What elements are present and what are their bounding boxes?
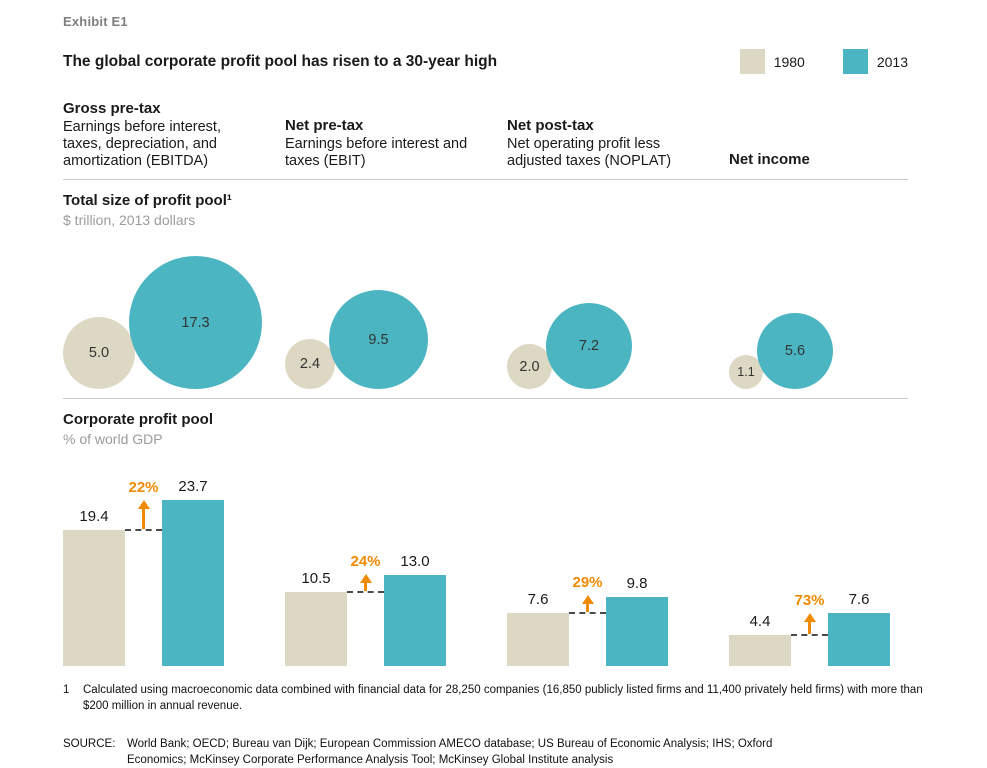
- bubble-value: 9.5: [368, 331, 389, 348]
- column-header-net-income: Net income: [729, 151, 951, 170]
- legend-swatch-1980: [739, 49, 765, 74]
- bar-1980: [285, 592, 347, 666]
- bar-2013: [828, 613, 890, 666]
- source-line: SOURCE: World Bank; OECD; Bureau van Dij…: [63, 736, 925, 768]
- legend-item-2013: 2013: [842, 49, 908, 74]
- bar-2013: [162, 500, 224, 666]
- dashed-connector: [791, 634, 828, 636]
- change-arrow: [364, 583, 367, 591]
- column-title: Gross pre-tax: [63, 99, 161, 117]
- bubble-1980: 2.4: [285, 339, 335, 389]
- change-percent: 29%: [572, 574, 603, 591]
- footnote-text: Calculated using macroeconomic data comb…: [83, 684, 923, 713]
- section-title-profit-pool-size: Total size of profit pool¹: [63, 192, 232, 209]
- column-description: Earnings before interest and taxes (EBIT…: [285, 135, 468, 169]
- bar-value-1980: 4.4: [749, 613, 771, 630]
- bar-group: 4.4 7.6 73%: [729, 461, 951, 666]
- column-headers: Gross pre-tax Earnings before interest, …: [63, 90, 951, 170]
- footnote: 1 Calculated using macroeconomic data co…: [63, 682, 925, 714]
- change-arrow: [808, 622, 811, 634]
- title-row: The global corporate profit pool has ris…: [63, 49, 908, 74]
- bar-group: 7.6 9.8 29%: [507, 461, 729, 666]
- column-title: Net income: [729, 151, 810, 168]
- column-title: Net post-tax: [507, 116, 594, 134]
- column-description: Earnings before interest, taxes, depreci…: [63, 118, 221, 169]
- change-percent: 24%: [350, 553, 381, 570]
- column-header-gross-pre-tax: Gross pre-tax Earnings before interest, …: [63, 100, 285, 170]
- bubble-value: 2.0: [519, 358, 540, 375]
- bubble-value: 5.0: [88, 345, 110, 361]
- change-arrow: [142, 509, 145, 529]
- bar-group: 19.4 23.7 22%: [63, 461, 285, 666]
- section-divider: [63, 398, 908, 399]
- bar-value-2013: 13.0: [400, 553, 430, 570]
- column-title: Net pre-tax: [285, 116, 364, 134]
- bar-1980: [729, 635, 791, 666]
- change-arrow-head: [803, 613, 816, 622]
- column-header-net-pre-tax: Net pre-tax Earnings before interest and…: [285, 117, 507, 170]
- change-percent: 73%: [794, 592, 825, 609]
- legend-label-2013: 2013: [876, 53, 908, 70]
- bubble-2013: 7.2: [546, 303, 632, 389]
- bubble-value: 2.4: [299, 356, 321, 372]
- bubble-1980: 2.0: [507, 344, 552, 389]
- bar-group: 10.5 13.0 24%: [285, 461, 507, 666]
- change-arrow-head: [359, 574, 372, 583]
- change-percent: 22%: [128, 479, 159, 496]
- bubble-1980: 5.0: [63, 317, 135, 389]
- bubble-value: 5.6: [784, 343, 806, 359]
- bar-value-2013: 7.6: [848, 591, 870, 608]
- change-arrow: [586, 604, 589, 612]
- legend-label-1980: 1980: [773, 53, 805, 70]
- bubble-2013: 17.3: [129, 256, 262, 389]
- bar-chart: 19.4 23.7 22% 10.5 13.0 24% 7.6 9.8 29% 4.4 7.6 73%: [63, 461, 951, 666]
- exhibit-label: Exhibit E1: [63, 14, 128, 29]
- bubble-value: 7.2: [578, 338, 600, 354]
- bubble-group: 2.4 9.5: [285, 290, 507, 389]
- bar-value-2013: 23.7: [178, 478, 208, 495]
- change-arrow-head: [137, 500, 150, 509]
- section-subtitle-profit-pool-size: $ trillion, 2013 dollars: [63, 212, 196, 228]
- legend: 1980 2013: [702, 49, 908, 74]
- section-subtitle-corporate-profit-pool: % of world GDP: [63, 431, 163, 447]
- bar-value-2013: 9.8: [626, 575, 648, 592]
- page-title: The global corporate profit pool has ris…: [63, 53, 498, 70]
- bar-value-1980: 10.5: [301, 570, 331, 587]
- dashed-connector: [125, 529, 162, 531]
- section-title-corporate-profit-pool: Corporate profit pool: [63, 411, 213, 428]
- bubble-2013: 9.5: [329, 290, 428, 389]
- dashed-connector: [347, 591, 384, 593]
- dashed-connector: [569, 612, 606, 614]
- column-description: Net operating profit less adjusted taxes…: [507, 135, 672, 169]
- bar-value-1980: 7.6: [527, 591, 549, 608]
- bubble-group: 2.0 7.2: [507, 303, 729, 389]
- section-divider: [63, 179, 908, 180]
- bubble-value: 1.1: [737, 365, 755, 379]
- bar-value-1980: 19.4: [79, 508, 109, 525]
- bar-2013: [384, 575, 446, 666]
- bubble-group: 1.1 5.6: [729, 313, 951, 389]
- source-text: World Bank; OECD; Bureau van Dijk; Europ…: [127, 738, 773, 767]
- bubble-group: 5.0 17.3: [63, 256, 285, 389]
- legend-item-1980: 1980: [739, 49, 805, 74]
- bar-2013: [606, 597, 668, 666]
- bar-1980: [507, 613, 569, 666]
- bubble-value: 17.3: [181, 314, 210, 331]
- bar-1980: [63, 530, 125, 666]
- bubble-2013: 5.6: [757, 313, 833, 389]
- column-header-net-post-tax: Net post-tax Net operating profit less a…: [507, 117, 729, 170]
- source-label: SOURCE:: [63, 738, 116, 751]
- legend-swatch-2013: [842, 49, 868, 74]
- change-arrow-head: [581, 595, 594, 604]
- bubble-chart: 5.0 17.3 2.4 9.5 2.0 7.2 1.1 5.6: [63, 244, 951, 389]
- footnote-marker: 1: [63, 684, 70, 696]
